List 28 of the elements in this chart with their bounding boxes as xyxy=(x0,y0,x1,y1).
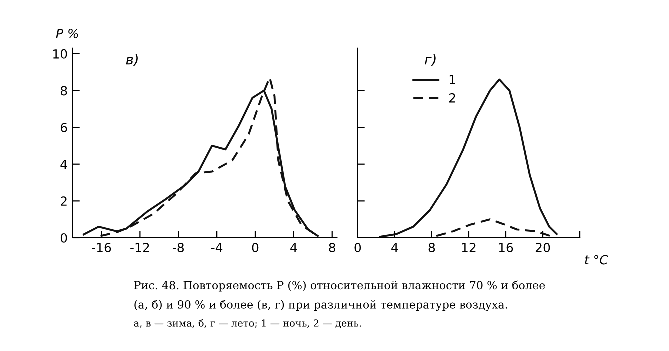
x-tick-label: 12 xyxy=(462,243,476,252)
text: а, в — зима, б, г — лето; 1 — ночь, 2 — день. xyxy=(134,319,362,328)
x-tick-label: 20 xyxy=(536,243,550,253)
x-tick-label: 0 xyxy=(252,243,259,253)
y-tick-label: 8 xyxy=(60,86,68,96)
y-tick-label: 6 xyxy=(60,123,68,132)
y-tick-label: 2 xyxy=(61,196,67,206)
x-tick-label: -16 xyxy=(92,243,112,253)
x-tick-label: -8 xyxy=(173,243,184,253)
x-tick-label: -4 xyxy=(211,243,223,252)
x-axis-title: t °C xyxy=(585,255,608,265)
y-tick-label: 10 xyxy=(54,49,68,59)
annotation: в) xyxy=(126,54,138,67)
x-tick-label: 4 xyxy=(392,243,398,252)
legend-label: 1 xyxy=(450,75,456,84)
x-tick-label: -12 xyxy=(130,243,150,252)
annotation: г) xyxy=(425,54,436,67)
text: Рис. 48. Повторяемость P (%) относительной влажности 70 % и более xyxy=(134,280,546,292)
y-tick-label: 4 xyxy=(60,160,68,170)
text: (а, б) и 90 % и более (в, г) при различной температуре воздуха. xyxy=(134,300,508,312)
legend-label: 2 xyxy=(450,93,456,103)
x-tick-label: 4 xyxy=(290,243,298,252)
y-axis-title: P % xyxy=(56,28,78,38)
x-tick-label: 8 xyxy=(329,243,336,253)
y-tick-label: 0 xyxy=(60,233,68,243)
x-tick-label: 0 xyxy=(354,243,362,253)
x-tick-label: 8 xyxy=(428,243,436,253)
x-tick-label: 16 xyxy=(499,243,514,253)
